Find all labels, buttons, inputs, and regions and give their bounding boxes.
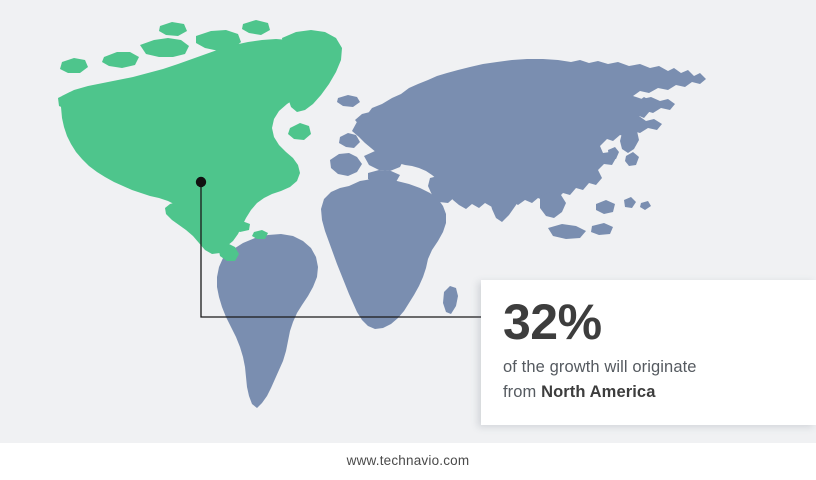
region-indochina (540, 192, 566, 218)
region-indonesia (548, 224, 586, 239)
world-map-panel: 32% of the growth will originate from No… (0, 0, 816, 443)
region-japan-south (625, 152, 639, 166)
region-philippines (596, 200, 615, 214)
region-island-small-a (624, 197, 636, 208)
region-arctic-islands-b (196, 30, 241, 51)
region-iceland (337, 95, 360, 107)
region-arctic-islands-e (159, 22, 187, 36)
region-arctic-islands-c (102, 52, 139, 68)
region-borneo (591, 223, 613, 235)
region-british-isles (339, 133, 360, 148)
footer-source-url: www.technavio.com (346, 453, 470, 468)
footer-bar: www.technavio.com (0, 443, 816, 480)
callout-description-line-1: of the growth will originate (503, 357, 697, 376)
region-central-europe (364, 150, 404, 171)
region-madagascar (443, 286, 458, 314)
region-central-america (218, 243, 239, 261)
callout-line-2-prefix: from (503, 383, 542, 402)
region-island-small-b (640, 201, 651, 210)
region-arctic-islands-f (242, 20, 270, 35)
region-newfoundland (288, 123, 311, 140)
callout-description-line-2: from North America (503, 380, 816, 406)
region-india (488, 175, 521, 222)
callout-region-name: North America (541, 383, 656, 402)
region-korea (608, 147, 619, 159)
map-region-north-america (58, 20, 342, 261)
region-japan (620, 127, 639, 153)
callout-percent-value: 32% (503, 294, 602, 350)
callout-card: 32% of the growth will originate from No… (481, 280, 816, 425)
region-iberia (330, 153, 362, 176)
region-kamchatka (636, 97, 651, 118)
region-alaska (58, 90, 96, 110)
region-arctic-islands-a (140, 38, 189, 57)
region-scandinavia (355, 112, 377, 126)
region-africa (321, 179, 446, 329)
region-eurasia (352, 59, 706, 209)
region-hispaniola (252, 230, 268, 239)
region-greenland (282, 30, 342, 112)
region-arctic-islands-d (60, 58, 88, 73)
